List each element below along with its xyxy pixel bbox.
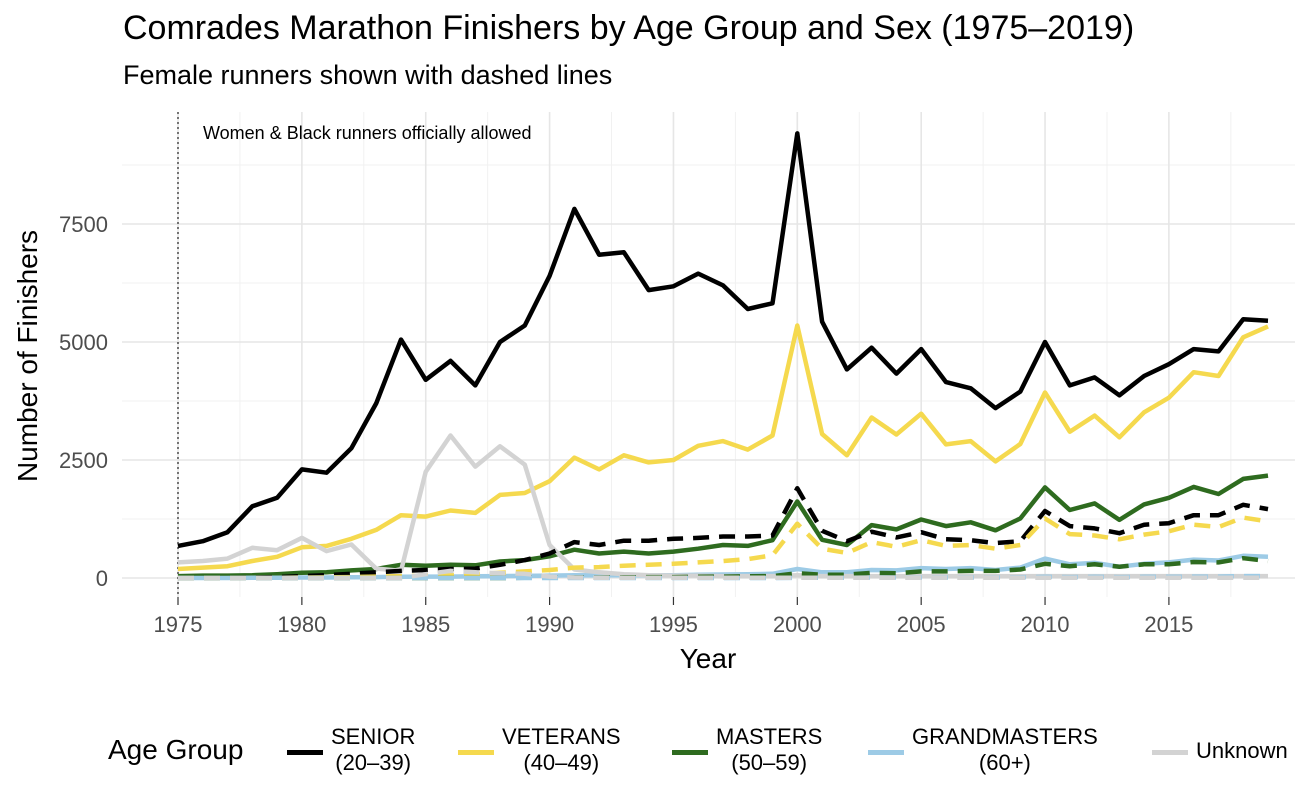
x-axis-ticks: 1975 1980 1985 1990 1995 2000 2005 2010 2015 xyxy=(154,597,1194,637)
y-axis-label: Number of Finishers xyxy=(12,230,43,482)
legend-key-veterans xyxy=(458,750,494,755)
series-line-masters-male xyxy=(178,476,1268,576)
x-tick-label: 1995 xyxy=(649,612,698,637)
series-line-senior-male xyxy=(178,133,1268,546)
y-tick-label: 2500 xyxy=(59,448,108,473)
y-axis-ticks: 0 2500 5000 7500 xyxy=(59,212,108,591)
x-axis-label: Year xyxy=(680,643,737,674)
legend-key-unknown xyxy=(1152,750,1188,755)
series-line-veterans-male xyxy=(178,326,1268,570)
x-tick-label: 1990 xyxy=(525,612,574,637)
x-tick-label: 2005 xyxy=(897,612,946,637)
legend: Age Group SENIOR (20–39) VETERANS (40–49… xyxy=(0,720,1310,790)
line-chart: 1975 1980 1985 1990 1995 2000 2005 2010 2015 0 25… xyxy=(0,0,1310,720)
legend-label-grandmasters: GRANDMASTERS (60+) xyxy=(912,724,1098,776)
reference-line-annotation: Women & Black runners officially allowed xyxy=(203,123,531,143)
legend-title: Age Group xyxy=(108,734,243,766)
y-tick-label: 0 xyxy=(96,566,108,591)
x-tick-label: 1975 xyxy=(154,612,203,637)
x-tick-label: 2015 xyxy=(1144,612,1193,637)
legend-label-masters: MASTERS (50–59) xyxy=(716,724,822,776)
series-lines xyxy=(178,133,1268,578)
x-tick-label: 2000 xyxy=(773,612,822,637)
x-tick-label: 1980 xyxy=(277,612,326,637)
y-tick-label: 5000 xyxy=(59,330,108,355)
grid-lines xyxy=(122,112,1295,597)
legend-key-senior xyxy=(287,750,323,755)
legend-label-senior: SENIOR (20–39) xyxy=(331,724,415,776)
legend-label-veterans: VETERANS (40–49) xyxy=(502,724,621,776)
legend-key-masters xyxy=(672,750,708,755)
x-tick-label: 2010 xyxy=(1021,612,1070,637)
y-tick-label: 7500 xyxy=(59,212,108,237)
x-tick-label: 1985 xyxy=(401,612,450,637)
legend-label-unknown: Unknown xyxy=(1196,738,1288,764)
legend-key-grandmasters xyxy=(868,750,904,755)
